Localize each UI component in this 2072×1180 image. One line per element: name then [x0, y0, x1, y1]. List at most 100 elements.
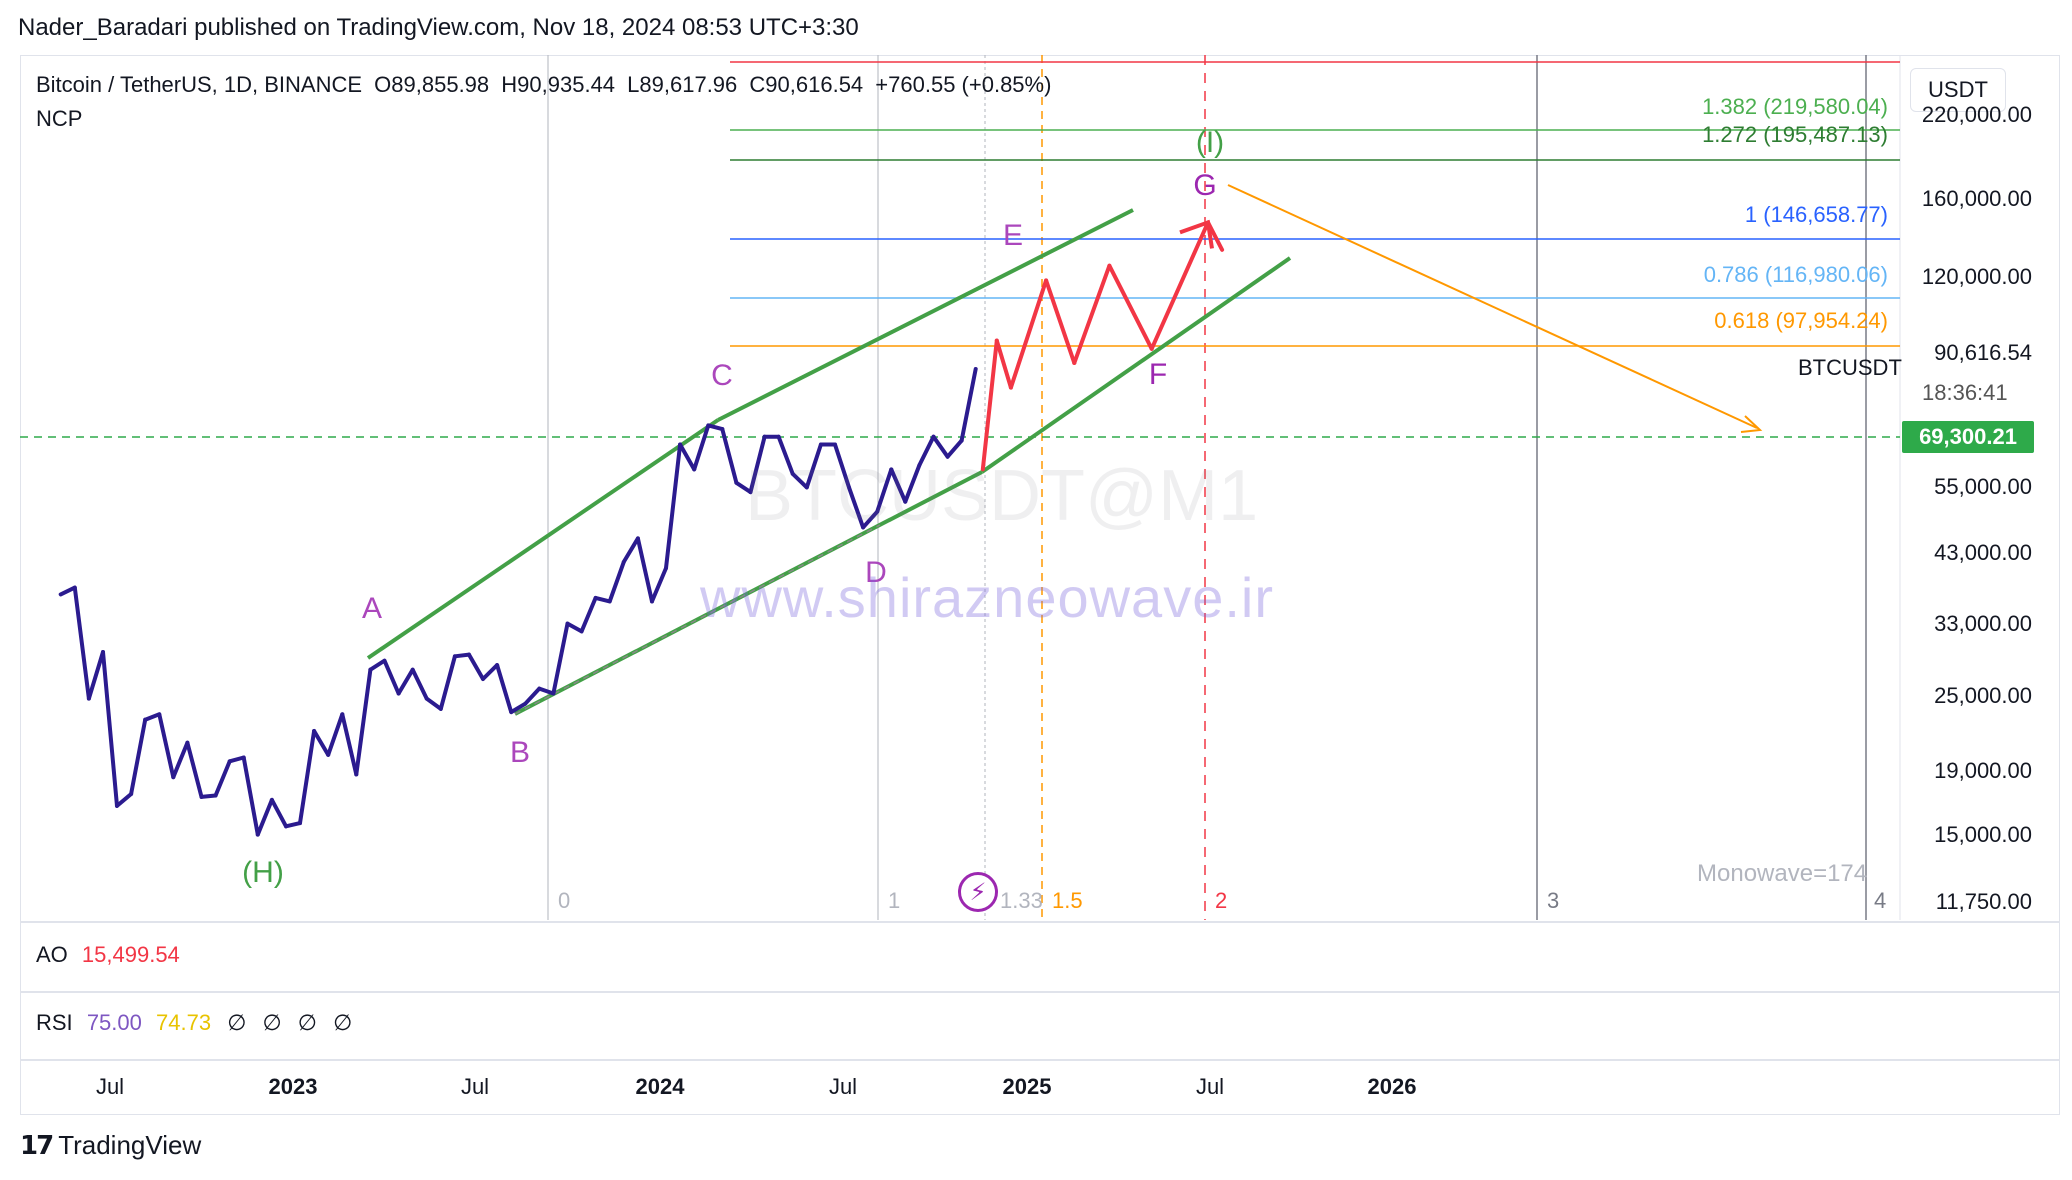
- price-segment-17: [284, 821, 302, 829]
- time-fib-label-4: 2: [1215, 888, 1228, 913]
- fib-label-4: 0.618 (97,954.24): [1714, 308, 1888, 333]
- time-axis-label-1: 2023: [268, 1074, 318, 1099]
- price-segment-64: [945, 438, 964, 459]
- time-axis-label-7: 2026: [1367, 1074, 1417, 1099]
- price-tick-8: 19,000.00: [1934, 758, 2032, 783]
- price-segment-40: [607, 559, 626, 604]
- price-segment-37: [565, 621, 584, 634]
- projection-segment-2: [994, 338, 1013, 390]
- legend-open: O89,855.98: [374, 72, 490, 97]
- wave-label-B: B: [510, 736, 530, 769]
- price-segment-45: [678, 442, 697, 472]
- price-segment-32: [495, 663, 514, 715]
- price-segment-50: [748, 434, 767, 495]
- trend-dashed: [514, 524, 881, 715]
- price-tick-9: 15,000.00: [1934, 822, 2032, 847]
- price-segment-25: [396, 667, 415, 696]
- wave-label-C: C: [711, 359, 733, 392]
- price-segment-58: [861, 509, 880, 530]
- legend-change: +760.55 (+0.85%): [875, 72, 1052, 97]
- wave-label-H: (H): [242, 856, 284, 889]
- price-segment-47: [706, 423, 725, 432]
- wave-label-I: (I): [1196, 126, 1224, 159]
- price-tick-1: 160,000.00: [1921, 186, 2032, 211]
- projection-segment-5: [1072, 263, 1112, 365]
- legend-indicator[interactable]: NCP: [36, 106, 83, 131]
- rsi-extra-1: ∅: [262, 1010, 282, 1035]
- time-axis-label-6: Jul: [1195, 1074, 1225, 1099]
- ao-pane-legend[interactable]: AO 15,499.54: [36, 942, 180, 968]
- price-segment-1: [58, 585, 77, 597]
- projection-segment-6: [1107, 263, 1154, 351]
- rsi-extra-0: ∅: [227, 1010, 247, 1035]
- price-segment-43: [650, 566, 668, 604]
- symbol-tag: BTCUSDT: [1798, 355, 1902, 380]
- price-segment-30: [467, 652, 485, 681]
- legend-close: C90,616.54: [749, 72, 864, 97]
- series-layer: [58, 219, 1225, 837]
- wave-label-D: D: [865, 556, 887, 589]
- projection-segment-4: [1044, 278, 1077, 365]
- price-segment-18: [298, 729, 317, 826]
- price-segment-54: [804, 442, 823, 490]
- price-segment-21: [340, 712, 359, 777]
- channel-upper-ac: [366, 418, 720, 660]
- wave-label-E: E: [1003, 219, 1023, 252]
- price-segment-53: [790, 471, 809, 490]
- price-segment-62: [917, 434, 936, 468]
- rsi-extra-3: ∅: [333, 1010, 353, 1035]
- rsi-value1: 75.00: [86, 1010, 142, 1035]
- time-axis-label-2: Jul: [460, 1074, 490, 1099]
- rsi-pane-legend[interactable]: RSI 75.00 74.73 ∅ ∅ ∅ ∅: [36, 1010, 352, 1036]
- fib-levels: [20, 61, 1900, 438]
- chart-legend: Bitcoin / TetherUS, 1D, BINANCE O89,855.…: [36, 72, 1051, 98]
- price-segment-16: [269, 797, 288, 829]
- time-fib-label-1: 1: [888, 888, 901, 913]
- legend-symbol[interactable]: Bitcoin / TetherUS, 1D, BINANCE: [36, 72, 363, 97]
- rsi-value2: 74.73: [156, 1010, 212, 1035]
- price-segment-34: [523, 686, 542, 706]
- price-tick-10: 11,750.00: [1935, 889, 2032, 914]
- time-fib-label-0: 0: [558, 888, 571, 913]
- price-segment-6: [129, 717, 148, 796]
- countdown: 18:36:41: [1922, 380, 2008, 405]
- price-segment-27: [424, 696, 443, 711]
- price-tick-2: 120,000.00: [1921, 264, 2032, 289]
- price-segment-52: [776, 434, 795, 476]
- currency-unit-button[interactable]: USDT: [1910, 68, 2006, 112]
- price-segment-14: [241, 755, 260, 837]
- price-segment-22: [354, 667, 373, 777]
- price-segment-36: [551, 621, 570, 696]
- fib-label-1: 1.272 (195,487.13): [1702, 122, 1888, 147]
- time-axis-label-4: Jul: [828, 1074, 858, 1099]
- wave-label-F: F: [1149, 358, 1167, 391]
- price-tick-6: 33,000.00: [1934, 611, 2032, 636]
- fib-label-3: 0.786 (116,980.06): [1703, 262, 1888, 287]
- price-segment-44: [664, 442, 683, 571]
- price-tick-3: 90,616.54: [1934, 340, 2032, 365]
- price-segment-46: [692, 423, 711, 472]
- grid-layer: [20, 55, 2060, 1061]
- price-segment-42: [635, 536, 654, 604]
- ao-name: AO: [36, 942, 68, 967]
- price-segment-60: [889, 467, 908, 504]
- flash-icon[interactable]: ⚡: [958, 872, 998, 912]
- price-segment-9: [171, 740, 190, 780]
- price-segment-38: [579, 595, 598, 634]
- time-fib-label-5: 3: [1547, 888, 1560, 913]
- price-segment-49: [734, 480, 753, 495]
- channel-lower-ext: [980, 256, 1292, 474]
- tradingview-logo[interactable]: 𝟭𝟳 TradingView: [20, 1130, 201, 1161]
- price-segment-23: [368, 658, 387, 672]
- channel-lower-bd: [514, 470, 983, 716]
- ao-value: 15,499.54: [81, 942, 180, 967]
- price-tick-4: 55,000.00: [1934, 474, 2032, 499]
- price-segment-12: [213, 759, 232, 798]
- price-segment-13: [227, 755, 246, 764]
- tradingview-brand: TradingView: [58, 1130, 202, 1160]
- price-segment-7: [143, 712, 162, 722]
- price-segment-35: [537, 686, 556, 696]
- orange-arrow-line: [1227, 184, 1758, 429]
- price-segment-41: [621, 536, 640, 564]
